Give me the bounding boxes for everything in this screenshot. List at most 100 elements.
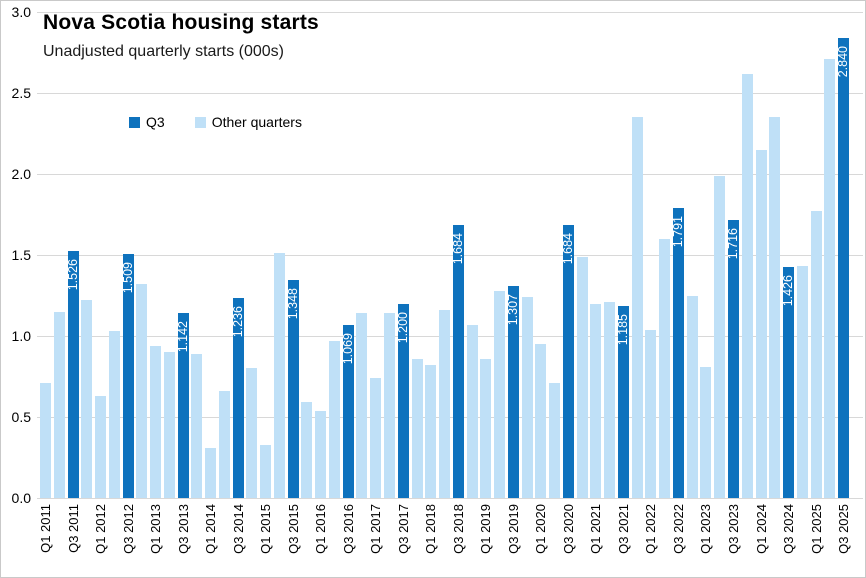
x-tick-label: Q3 2022 (670, 504, 686, 554)
bar-Q3-2012 (122, 253, 134, 498)
bar-Q2-2025 (824, 58, 836, 498)
bar-Q2-2013 (163, 352, 175, 498)
bar-Q2-2024 (769, 117, 781, 498)
bar-Q3-2020 (562, 225, 574, 498)
chart-subtitle: Unadjusted quarterly starts (000s) (43, 43, 284, 60)
x-tick-label: Q3 2011 (65, 504, 81, 553)
x-tick-label: Q3 2017 (395, 504, 411, 554)
x-tick-label: Q3 2013 (175, 504, 191, 554)
bar-Q1-2011 (40, 382, 51, 498)
bar-Q2-2019 (494, 290, 506, 498)
bar-Q2-2023 (714, 175, 726, 498)
bar-Q4-2017 (411, 358, 423, 498)
bar-Q1-2021 (590, 303, 602, 498)
bar-Q4-2020 (576, 256, 588, 498)
x-tick-label: Q1 2024 (753, 504, 769, 554)
x-tick-label: Q1 2025 (808, 504, 824, 554)
x-tick-label: Q3 2016 (340, 504, 356, 554)
y-tick-label: 3.0 (11, 4, 31, 20)
chart-title: Nova Scotia housing starts (43, 11, 319, 34)
other-series-swatch (194, 116, 206, 128)
bar-Q1-2019 (480, 358, 492, 498)
bar-Q2-2021 (604, 301, 616, 498)
bar-Q3-2018 (452, 225, 464, 498)
bar-Q1-2017 (370, 378, 382, 498)
bar-Q2-2016 (328, 340, 340, 498)
x-tick-label: Q1 2011 (38, 504, 53, 553)
bar-Q3-2013 (177, 313, 189, 498)
bar-Q1-2025 (810, 211, 822, 498)
bar-Q2-2011 (53, 311, 65, 498)
bar-Q2-2017 (384, 313, 395, 498)
bar-value-label: 1.348 (285, 287, 300, 319)
bar-Q2-2022 (659, 238, 671, 498)
bar-Q2-2012 (108, 331, 120, 498)
bar-Q3-2017 (397, 303, 409, 498)
x-tick-label: Q1 2023 (698, 504, 714, 554)
bar-Q3-2023 (728, 220, 739, 498)
bar-Q1-2018 (425, 365, 437, 498)
bar-Q4-2012 (136, 284, 148, 498)
x-tick-label: Q1 2018 (423, 504, 439, 554)
bar-Q4-2022 (686, 295, 698, 498)
bar-Q4-2024 (796, 266, 808, 498)
y-tick-label: 2.5 (11, 85, 31, 101)
bar-value-label: 1.200 (395, 311, 410, 343)
bar-Q3-2021 (617, 306, 629, 498)
bar-Q1-2022 (645, 329, 657, 498)
bar-Q2-2018 (439, 310, 451, 498)
bar-Q4-2019 (521, 297, 533, 498)
bar-Q4-2018 (466, 324, 478, 498)
x-tick-label: Q3 2012 (120, 504, 136, 554)
x-tick-label: Q1 2019 (478, 504, 494, 554)
bar-value-label: 1.069 (340, 332, 355, 365)
x-tick-label: Q3 2024 (781, 504, 797, 554)
x-tick-label: Q1 2013 (148, 504, 164, 554)
x-tick-label: Q3 2014 (230, 504, 246, 554)
y-tick-label: 1.0 (11, 328, 31, 344)
x-tick-label: Q3 2025 (836, 504, 852, 554)
bar-value-label: 1.684 (450, 233, 465, 265)
gridline-0.0 (37, 498, 863, 499)
x-tick-label: Q1 2017 (368, 504, 384, 554)
bar-Q1-2024 (755, 149, 767, 498)
bar-Q3-2022 (672, 207, 684, 498)
gridline-3.0 (37, 12, 863, 13)
y-tick-label: 0.0 (11, 490, 31, 506)
gridline-1.5 (37, 255, 863, 256)
x-tick-label: Q3 2021 (615, 504, 631, 554)
bar-Q2-2014 (218, 391, 230, 498)
bar-Q4-2021 (631, 117, 643, 498)
x-tick-label: Q3 2019 (505, 504, 521, 554)
q3-series-swatch (129, 116, 140, 128)
x-tick-label: Q1 2021 (588, 504, 604, 554)
bar-value-label: 1.684 (560, 233, 575, 265)
bar-Q1-2020 (535, 344, 547, 498)
bar-value-label: 1.426 (781, 274, 796, 307)
bar-Q1-2013 (150, 345, 162, 498)
bar-Q4-2011 (81, 300, 93, 498)
bar-value-label: 1.716 (726, 228, 740, 260)
y-tick-label: 2.0 (11, 166, 31, 182)
legend-label-q3: Q3 (146, 114, 165, 130)
x-tick-label: Q1 2016 (313, 504, 329, 554)
bar-value-label: 1.509 (120, 261, 135, 293)
x-tick-label: Q1 2014 (203, 504, 219, 554)
x-tick-label: Q1 2020 (533, 504, 549, 554)
x-tick-label: Q1 2022 (643, 504, 659, 554)
bar-Q3-2015 (287, 279, 299, 498)
bar-Q3-2025 (838, 37, 850, 498)
y-tick-label: 0.5 (11, 409, 31, 425)
bar-Q4-2015 (301, 402, 313, 498)
legend: Q3 Other quarters (129, 114, 302, 130)
bar-value-label: 1.791 (670, 215, 685, 248)
legend-item-q3: Q3 (129, 114, 165, 130)
bar-Q1-2015 (260, 444, 272, 498)
x-tick-label: Q3 2020 (560, 504, 576, 554)
bar-Q4-2014 (246, 368, 258, 498)
bar-value-label: 2.840 (836, 45, 851, 78)
gridline-2.0 (37, 174, 863, 175)
bar-Q1-2014 (205, 447, 217, 498)
x-tick-label: Q3 2015 (285, 504, 301, 554)
